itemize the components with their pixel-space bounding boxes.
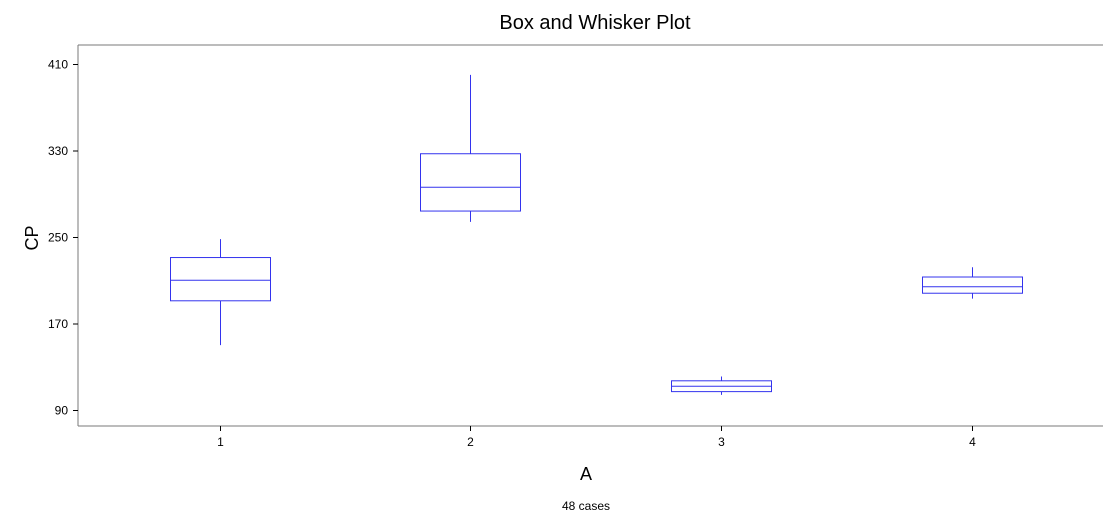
x-tick-label: 3 [718, 435, 725, 449]
axes-layer [77, 44, 1103, 427]
case-count-note: 48 cases [561, 499, 611, 513]
iqr-box [170, 257, 271, 302]
iqr-box [420, 153, 521, 212]
y-tick-label: 250 [48, 231, 68, 245]
iqr-box [922, 276, 1023, 294]
ticks-layer: 90 170 250 330 410 1 2 3 4 [48, 58, 976, 450]
box-group-2 [420, 74, 521, 222]
x-tick-label: 4 [969, 435, 976, 449]
box-group-3 [671, 376, 772, 395]
y-tick-label: 170 [48, 317, 68, 331]
x-tick-label: 1 [217, 435, 224, 449]
x-axis-label: A [579, 464, 592, 484]
box-group-1 [170, 239, 271, 346]
y-tick-label: 410 [48, 58, 68, 72]
x-tick-label: 2 [467, 435, 474, 449]
y-tick-label: 90 [55, 404, 69, 418]
chart-title: Box and Whisker Plot [499, 12, 691, 34]
boxes-layer [170, 74, 1023, 395]
y-tick-label: 330 [48, 144, 68, 158]
box-group-4 [922, 267, 1023, 299]
